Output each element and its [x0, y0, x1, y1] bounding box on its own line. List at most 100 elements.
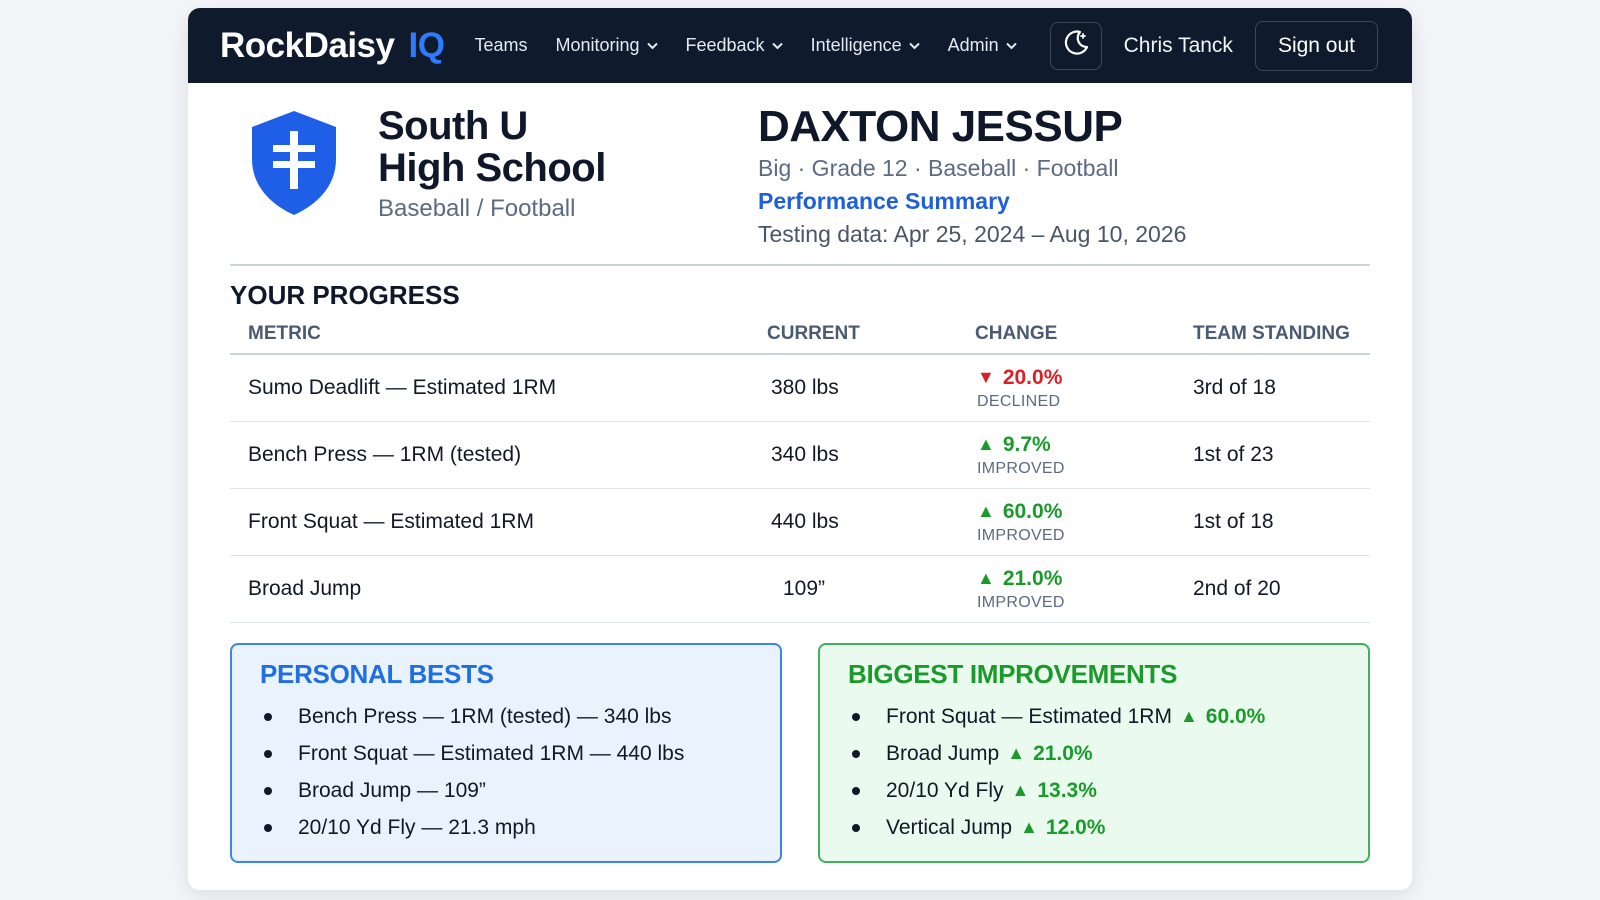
sign-out-button[interactable]: Sign out: [1254, 20, 1378, 71]
personal-bests-list: Bench Press — 1RM (tested) — 340 lbs Fro…: [260, 698, 752, 846]
bullet-icon: [852, 749, 860, 758]
nav-item-label: Intelligence: [810, 35, 902, 55]
change-value: 9.7%: [1002, 432, 1051, 456]
table-row: Sumo Deadlift — Estimated 1RM 380 lbs ▼ …: [230, 355, 1370, 422]
report-title: Performance Summary: [758, 188, 1010, 214]
school-name-line1: South U: [378, 104, 528, 148]
column-header-standing: TEAM STANDING: [1193, 323, 1350, 344]
change-cell: ▲ 9.7% IMPROVED: [975, 433, 1193, 478]
report-header: South U High School Baseball / Football …: [188, 83, 1412, 266]
nav-links: Teams Monitoring Feedback Intelligence: [474, 35, 1044, 56]
bullet-icon: [264, 749, 272, 758]
arrow-up-icon: ▲: [1020, 817, 1038, 837]
chevron-down-icon: [1005, 39, 1017, 53]
report-card: RockDaisy IQ Teams Monitoring Feedback I…: [188, 8, 1412, 890]
column-header-current: CURRENT: [767, 323, 860, 344]
nav-item-admin[interactable]: Admin: [948, 35, 1017, 56]
current-cell: 109”: [783, 577, 826, 600]
chevron-down-icon: [771, 39, 783, 53]
change-value: 60.0%: [1002, 499, 1063, 523]
athlete-info: DAXTON JESSUP Big · Grade 12 · Baseball …: [758, 103, 1186, 248]
brand-logo[interactable]: RockDaisy IQ: [220, 25, 445, 66]
list-item: Front Squat — Estimated 1RM — 440 lbs: [260, 735, 752, 772]
school-name-line2: High School: [378, 146, 606, 190]
change-cell: ▲ 60.0% IMPROVED: [975, 500, 1193, 545]
list-item-text: Bench Press — 1RM (tested) — 340 lbs: [298, 704, 672, 728]
arrow-up-icon: ▲: [977, 434, 995, 454]
list-item-text: 20/10 Yd Fly: [886, 778, 1004, 802]
column-header-change: CHANGE: [975, 323, 1058, 344]
list-item-text: Broad Jump — 109”: [298, 778, 486, 802]
theme-toggle-button[interactable]: [1049, 21, 1102, 70]
list-item: Broad Jump — 109”: [260, 772, 752, 809]
column-header-metric: METRIC: [248, 323, 321, 344]
athlete-meta: Big · Grade 12 · Baseball · Football: [758, 155, 1119, 181]
school-sports: Baseball / Football: [378, 195, 576, 222]
improvement-value: 21.0%: [1033, 741, 1093, 765]
list-item: 20/10 Yd Fly ▲ 13.3%: [848, 772, 1340, 809]
change-status: DECLINED: [977, 392, 1061, 410]
list-item: Vertical Jump ▲ 12.0%: [848, 809, 1340, 846]
nav-item-monitoring[interactable]: Monitoring: [555, 35, 658, 56]
list-item-text: Front Squat — Estimated 1RM — 440 lbs: [298, 741, 685, 765]
nav-right: Chris Tanck Sign out: [1049, 20, 1378, 71]
nav-item-teams[interactable]: Teams: [474, 35, 527, 56]
metric-cell: Sumo Deadlift — Estimated 1RM: [248, 376, 557, 399]
standing-cell: 3rd of 18: [1193, 376, 1276, 399]
change-value: 20.0%: [1002, 365, 1063, 389]
bullet-icon: [852, 823, 860, 832]
table-row: Bench Press — 1RM (tested) 340 lbs ▲ 9.7…: [230, 422, 1370, 489]
list-item: Broad Jump ▲ 21.0%: [848, 735, 1340, 772]
testing-date-range: Testing data: Apr 25, 2024 – Aug 10, 202…: [758, 221, 1187, 247]
progress-table: METRIC CURRENT CHANGE TEAM STANDING Sumo…: [230, 323, 1370, 623]
improvement-value: 13.3%: [1037, 778, 1097, 802]
list-item-text: Broad Jump: [886, 741, 1000, 765]
table-row: Broad Jump 109” ▲ 21.0% IMPROVED 2nd of …: [230, 556, 1370, 623]
nav-item-label: Teams: [474, 35, 528, 55]
bullet-icon: [264, 712, 272, 721]
standing-cell: 1st of 23: [1193, 443, 1274, 466]
brand-iq: IQ: [408, 25, 445, 65]
bullet-icon: [264, 786, 272, 795]
arrow-up-icon: ▲: [977, 501, 995, 521]
progress-title: YOUR PROGRESS: [230, 280, 460, 310]
brand-name: RockDaisy: [220, 25, 395, 65]
nav-item-label: Admin: [947, 35, 999, 55]
change-status: IMPROVED: [977, 593, 1065, 611]
list-item-text: 20/10 Yd Fly — 21.3 mph: [298, 815, 536, 839]
table-row: Front Squat — Estimated 1RM 440 lbs ▲ 60…: [230, 489, 1370, 556]
standing-cell: 2nd of 20: [1193, 577, 1281, 600]
summary-boxes: PERSONAL BESTS Bench Press — 1RM (tested…: [230, 643, 1370, 863]
bullet-icon: [852, 712, 860, 721]
personal-bests-panel: PERSONAL BESTS Bench Press — 1RM (tested…: [230, 643, 782, 863]
biggest-improvements-list: Front Squat — Estimated 1RM ▲ 60.0% Broad…: [848, 698, 1340, 846]
metric-cell: Bench Press — 1RM (tested): [248, 443, 522, 466]
top-navbar: RockDaisy IQ Teams Monitoring Feedback I…: [188, 8, 1412, 83]
improvement-value: 12.0%: [1045, 815, 1106, 839]
list-item-text: Front Squat — Estimated 1RM: [886, 704, 1172, 728]
header-divider: [230, 264, 1370, 266]
improvement-value: 60.0%: [1205, 704, 1266, 728]
list-item: Bench Press — 1RM (tested) — 340 lbs: [260, 698, 752, 735]
change-cell: ▲ 21.0% IMPROVED: [975, 567, 1193, 612]
nav-item-intelligence[interactable]: Intelligence: [811, 35, 920, 56]
user-name[interactable]: Chris Tanck: [1123, 33, 1233, 57]
arrow-down-icon: ▼: [977, 367, 995, 387]
metric-cell: Broad Jump: [248, 577, 362, 600]
cross-shield-icon: [248, 109, 340, 222]
list-item: 20/10 Yd Fly — 21.3 mph: [260, 809, 752, 846]
arrow-up-icon: ▲: [1011, 780, 1030, 800]
list-item-text: Vertical Jump: [886, 815, 1013, 839]
arrow-up-icon: ▲: [1007, 743, 1026, 763]
bullet-icon: [852, 786, 860, 795]
athlete-name: DAXTON JESSUP: [758, 102, 1123, 151]
personal-bests-title: PERSONAL BESTS: [260, 659, 494, 689]
chevron-down-icon: [646, 39, 658, 53]
current-cell: 440 lbs: [771, 510, 839, 533]
arrow-up-icon: ▲: [977, 568, 995, 588]
school-info: South U High School Baseball / Football: [378, 105, 606, 223]
nav-item-feedback[interactable]: Feedback: [686, 35, 783, 56]
change-value: 21.0%: [1002, 566, 1063, 590]
metric-cell: Front Squat — Estimated 1RM: [248, 510, 534, 533]
nav-item-label: Feedback: [685, 35, 765, 55]
